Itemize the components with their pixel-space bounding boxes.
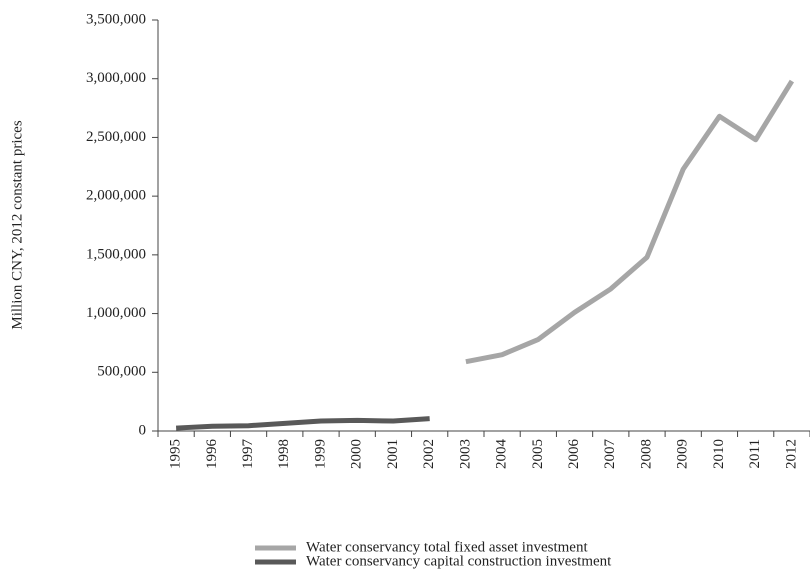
- y-tick-label: 1,000,000: [86, 305, 146, 321]
- y-tick-label: 3,000,000: [86, 70, 146, 86]
- y-tick-label: 2,000,000: [86, 188, 146, 204]
- y-tick-label: 500,000: [97, 364, 146, 380]
- y-tick-label: 3,500,000: [86, 11, 146, 27]
- x-tick-label: 2000: [349, 439, 365, 469]
- y-axis-title: Million CNY, 2012 constant prices: [9, 120, 25, 329]
- legend-label: Water conservancy capital construction i…: [306, 553, 612, 569]
- x-tick-label: 2012: [783, 439, 799, 469]
- x-tick-label: 1999: [312, 439, 328, 469]
- x-tick-label: 2002: [421, 439, 437, 469]
- x-tick-label: 2004: [494, 438, 510, 469]
- y-tick-label: 2,500,000: [86, 129, 146, 145]
- series-line: [465, 79, 795, 365]
- x-tick-label: 2010: [711, 439, 727, 469]
- x-tick-label: 1998: [276, 439, 292, 469]
- x-tick-label: 2006: [566, 439, 582, 470]
- x-tick-label: 2008: [638, 439, 654, 469]
- x-tick-label: 1995: [168, 439, 184, 469]
- legend-label: Water conservancy total fixed asset inve…: [306, 539, 588, 555]
- x-tick-label: 2001: [385, 439, 401, 469]
- x-tick-label: 2007: [602, 439, 618, 470]
- x-tick-label: 2011: [747, 439, 763, 468]
- x-tick-label: 2005: [530, 439, 546, 469]
- x-tick-label: 2009: [675, 439, 691, 469]
- y-tick-label: 1,500,000: [86, 246, 146, 262]
- x-tick-label: 2003: [457, 439, 473, 469]
- x-tick-label: 1996: [204, 439, 220, 470]
- x-tick-label: 1997: [240, 439, 256, 470]
- series-line: [175, 416, 430, 431]
- y-tick-label: 0: [139, 422, 147, 438]
